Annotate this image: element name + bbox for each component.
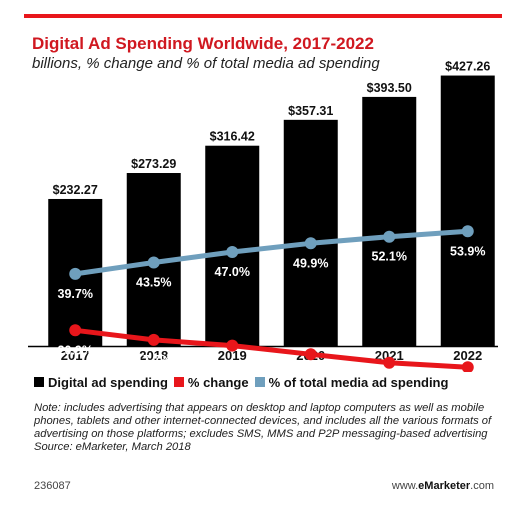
pct-total-media-data-label: 39.7%: [58, 287, 93, 301]
pct-change-point: [226, 339, 239, 352]
pct-change-line: [72, 327, 471, 370]
chart-plot: $232.27 $273.29 $316.42 $357.31 $393.50 $427.…: [28, 60, 498, 372]
top-accent-bar: [24, 14, 502, 18]
legend-item-digital-ad-spending: Digital ad spending: [34, 375, 168, 390]
pct-total-media-data-label: 52.1%: [372, 250, 407, 264]
bar-digital-ad-spending: [362, 96, 417, 347]
pct-change-point: [383, 356, 396, 369]
brand-name: eMarketer: [418, 480, 471, 492]
bar-digital-ad-spending: [205, 145, 260, 346]
legend-label: % of total media ad spending: [268, 374, 449, 390]
x-tick-label: 2017: [61, 348, 90, 363]
pct-change-data-label: 20.9%: [58, 343, 93, 357]
pct-total-media-data-label: 49.9%: [293, 256, 328, 270]
legend-item-pct-total: % of total media ad spending: [254, 374, 449, 390]
chart-id: 236087: [34, 480, 71, 492]
chart-legend: Digital ad spending % change % of total …: [34, 372, 454, 392]
brand-prefix: www.: [391, 480, 419, 492]
pct-total-media-data-label: 47.0%: [215, 265, 250, 279]
legend-swatch-blue: [254, 377, 265, 387]
pct-change-point: [147, 333, 160, 346]
legend-label: Digital ad spending: [48, 374, 168, 390]
pct-total-media-line: [72, 228, 471, 277]
pct-total-media-point: [226, 246, 239, 258]
bar-value-label: $273.29: [131, 157, 176, 171]
pct-total-media-point: [147, 256, 160, 269]
x-tick-label: 2021: [375, 348, 404, 363]
pct-total-media-data-label: 43.5%: [136, 276, 171, 290]
pct-total-media-point: [383, 230, 396, 243]
pct-change-data-label: 17.7%: [136, 353, 171, 367]
pct-change-data-label: 15.8%: [215, 359, 250, 372]
legend-swatch-black: [34, 377, 44, 387]
bar-value-label: $427.26: [445, 60, 490, 74]
chart-title: Digital Ad Spending Worldwide, 2017-2022: [32, 34, 374, 53]
bar-digital-ad-spending: [283, 119, 338, 346]
pct-total-media-point: [69, 267, 82, 280]
pct-change-data-label: 12.9%: [293, 367, 328, 372]
x-tick-label: 2018: [139, 348, 168, 363]
bar-value-label: $232.27: [53, 183, 98, 197]
bar-digital-ad-spending: [440, 75, 495, 346]
brand-suffix: .com: [470, 480, 494, 492]
bar-value-label: $316.42: [210, 130, 255, 144]
chart-note: Note: includes advertising that appears …: [34, 402, 496, 454]
bar-value-label: $393.50: [367, 81, 412, 95]
pct-change-point: [461, 361, 474, 372]
chart-subtitle: billions, % change and % of total media …: [32, 55, 380, 72]
chart-frame: Digital Ad Spending Worldwide, 2017-2022…: [24, 14, 502, 506]
legend-item-pct-change: % change: [173, 374, 249, 390]
pct-change-point: [304, 348, 317, 361]
x-tick-label: 2019: [218, 348, 247, 363]
pct-total-media-point: [461, 225, 474, 238]
pct-change-point: [69, 324, 82, 337]
pct-total-media-point: [304, 237, 317, 250]
legend-swatch-red: [173, 377, 184, 387]
bar-value-label: $357.31: [288, 104, 333, 118]
note-text: Note: includes advertising that appears …: [34, 402, 492, 440]
x-tick-label: 2022: [453, 348, 482, 363]
brand-link[interactable]: www.eMarketer.com: [392, 480, 494, 492]
source-text: Source: eMarketer, March 2018: [34, 441, 191, 453]
pct-total-media-data-label: 53.9%: [450, 244, 485, 258]
legend-label: % change: [187, 374, 249, 390]
